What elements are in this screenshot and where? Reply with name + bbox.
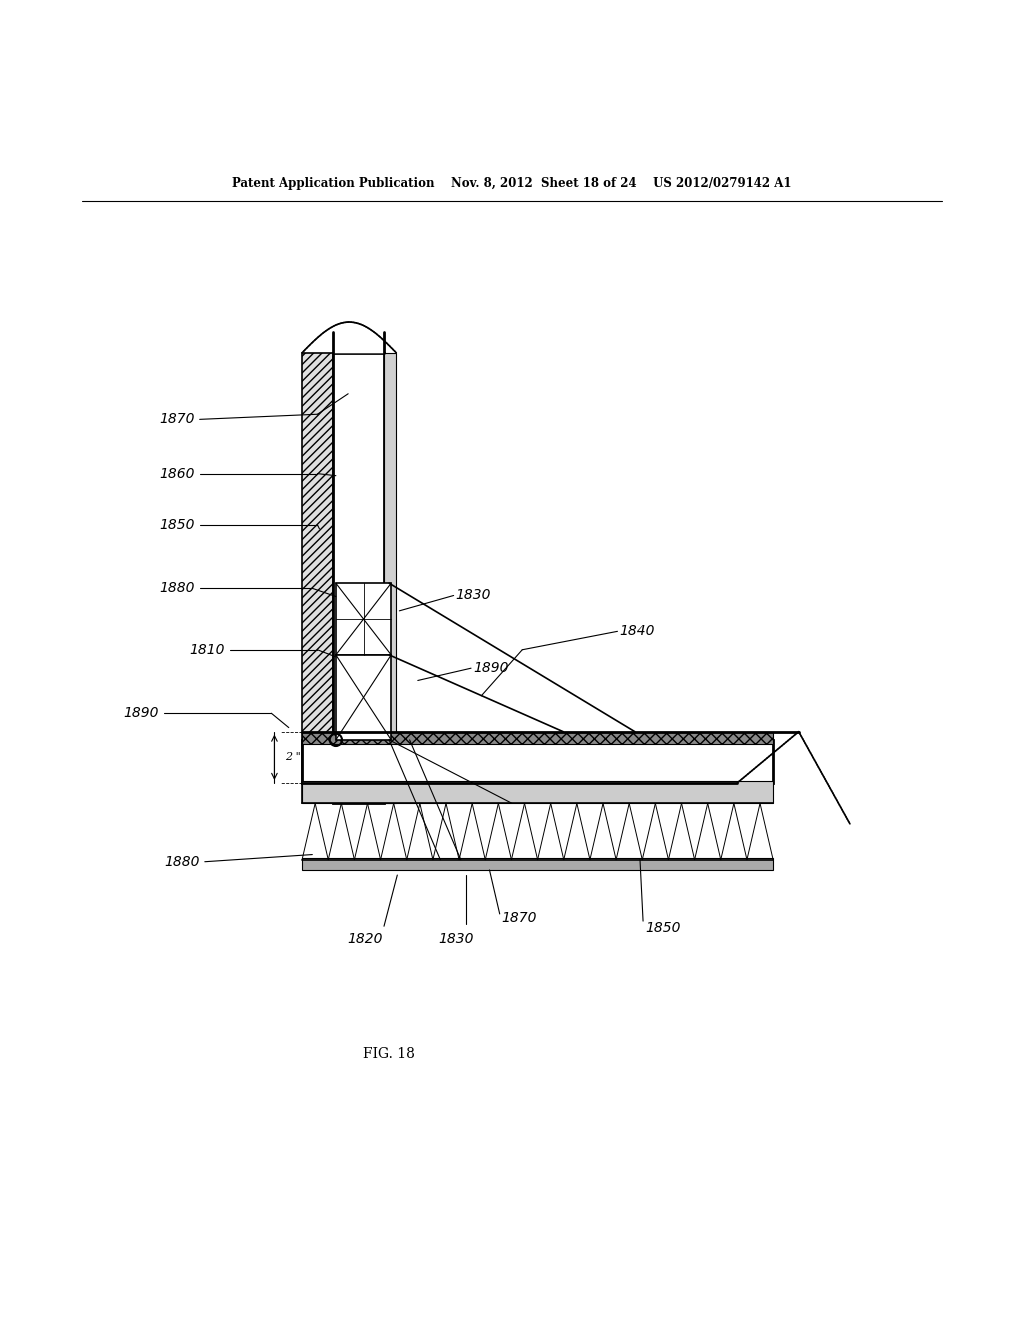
Bar (302, 781, 773, 804)
Text: 1880: 1880 (159, 581, 195, 595)
Bar (302, 352, 333, 804)
Text: 1860: 1860 (159, 467, 195, 480)
Text: 1820: 1820 (348, 932, 383, 945)
Text: Patent Application Publication    Nov. 8, 2012  Sheet 18 of 24    US 2012/027914: Patent Application Publication Nov. 8, 2… (232, 177, 792, 190)
Text: 1870: 1870 (502, 911, 538, 925)
Text: 1890: 1890 (473, 661, 509, 676)
Text: 1850: 1850 (159, 517, 195, 532)
Bar (336, 655, 391, 741)
Text: 1840: 1840 (620, 624, 655, 639)
Text: 1870: 1870 (159, 412, 195, 426)
Bar (302, 858, 773, 870)
Bar (336, 583, 391, 655)
Bar (302, 731, 773, 744)
Bar (333, 352, 384, 804)
Text: 1890: 1890 (123, 706, 159, 721)
Text: 1830: 1830 (456, 589, 492, 602)
Bar (302, 741, 773, 783)
Text: 1880: 1880 (164, 855, 200, 869)
Text: 2 ": 2 " (285, 752, 300, 762)
Text: 1810: 1810 (189, 643, 225, 657)
Bar (384, 352, 396, 804)
Text: 1830: 1830 (438, 932, 473, 945)
Text: 1850: 1850 (645, 921, 681, 936)
Text: FIG. 18: FIG. 18 (364, 1047, 415, 1061)
